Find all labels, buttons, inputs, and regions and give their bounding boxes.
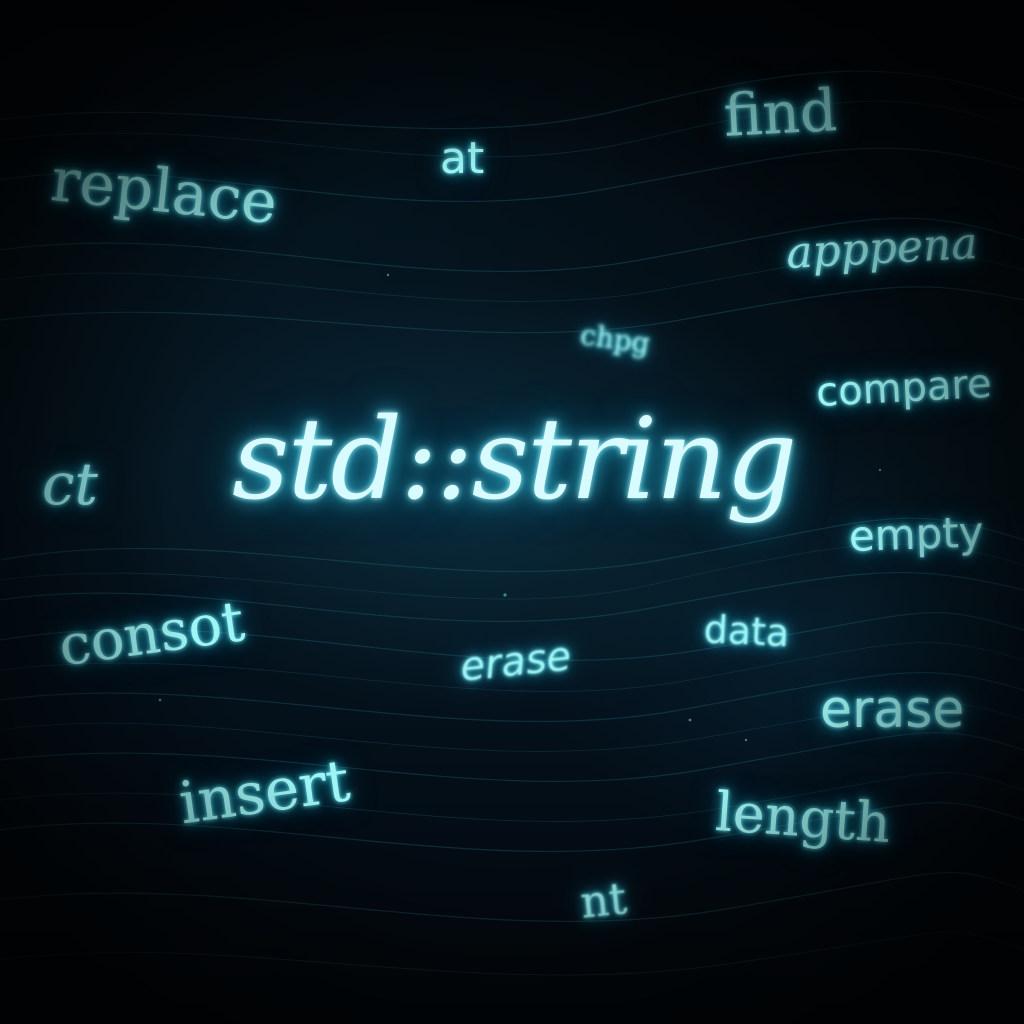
word-data: data bbox=[702, 607, 791, 656]
word-erase-right: erase bbox=[820, 680, 965, 740]
word-find: find bbox=[722, 76, 839, 150]
main-title: std::string bbox=[232, 395, 797, 525]
word-empty: empty bbox=[848, 507, 985, 561]
word-length: length bbox=[713, 780, 893, 856]
word-compare: compare bbox=[815, 360, 993, 416]
word-ct: ct bbox=[42, 450, 98, 518]
word-at: at bbox=[440, 133, 485, 184]
word-apppena: apppena bbox=[785, 217, 979, 279]
word-nt: nt bbox=[578, 873, 630, 929]
